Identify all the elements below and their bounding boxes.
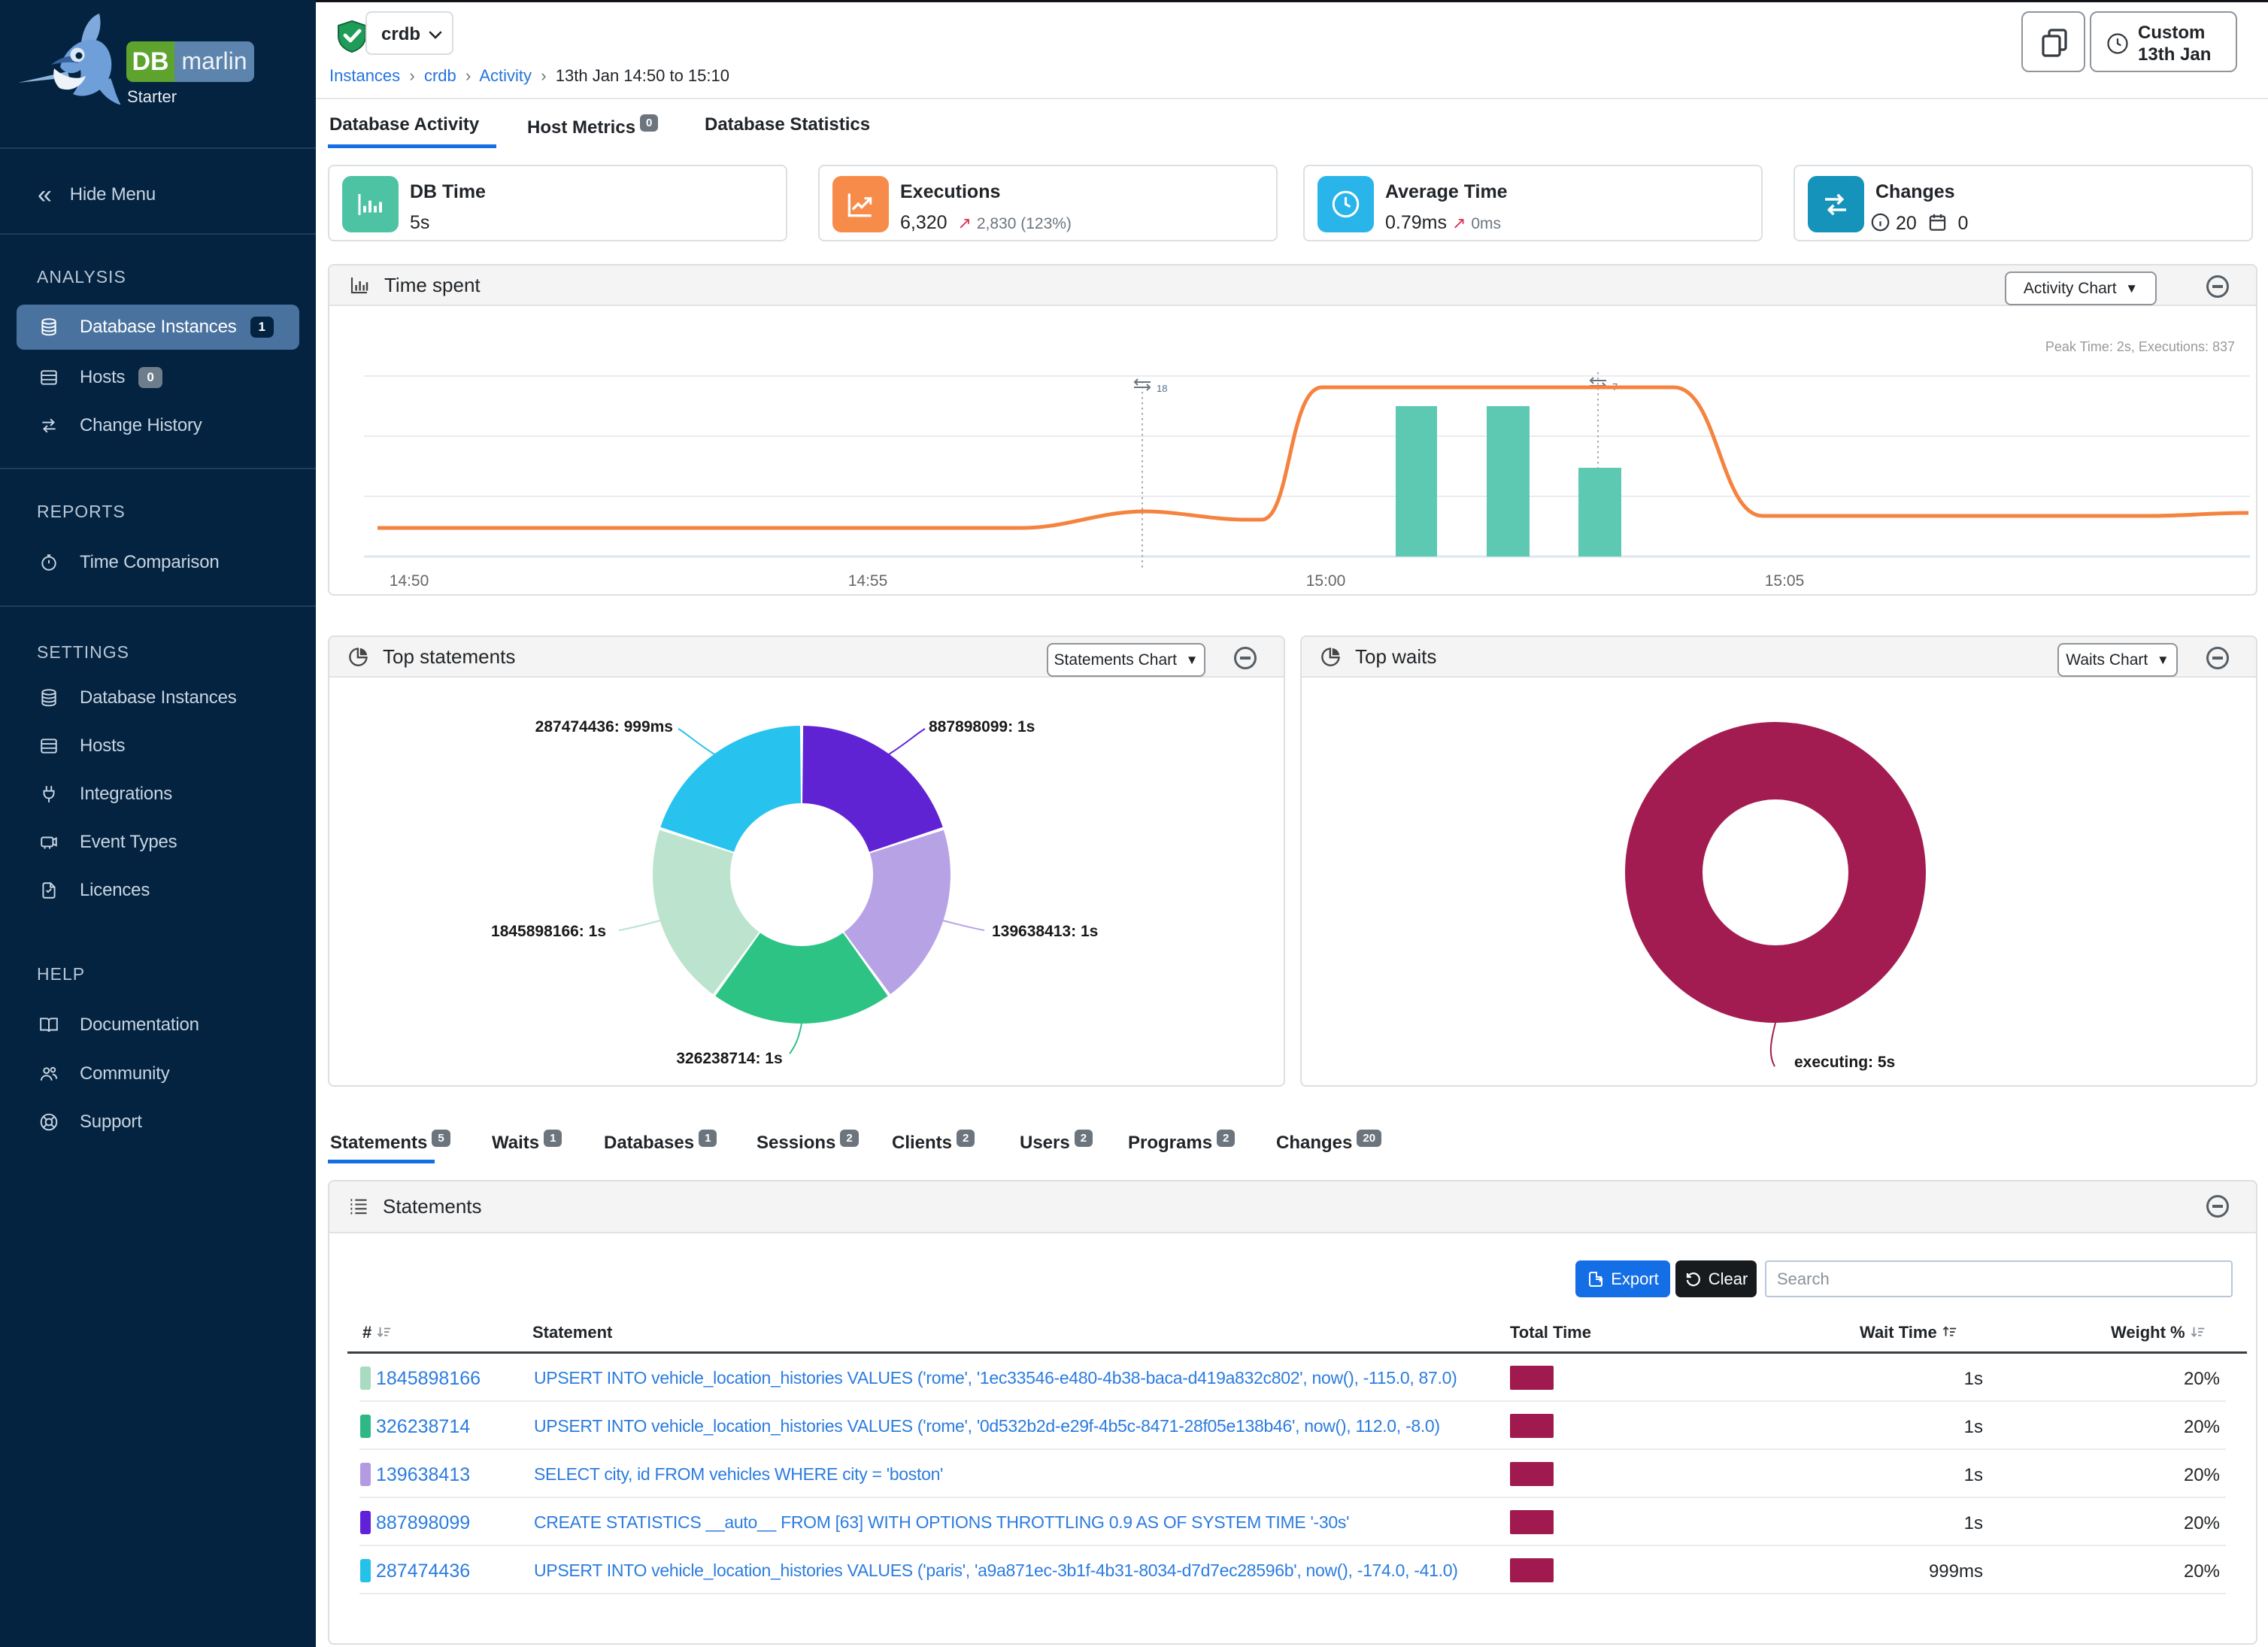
svg-text:139638413: 1s: 139638413: 1s xyxy=(992,923,1098,940)
svg-text:18: 18 xyxy=(1157,383,1167,394)
svg-text:15:00: 15:00 xyxy=(1306,572,1346,590)
svg-text:326238714: 1s: 326238714: 1s xyxy=(676,1050,782,1067)
svg-text:Peak Time: 2s, Executions: 837: Peak Time: 2s, Executions: 837 xyxy=(2045,339,2235,354)
svg-text:14:50: 14:50 xyxy=(390,572,429,590)
svg-text:executing: 5s: executing: 5s xyxy=(1794,1054,1895,1071)
svg-text:15:05: 15:05 xyxy=(1765,572,1805,590)
svg-text:1845898166: 1s: 1845898166: 1s xyxy=(491,923,606,940)
svg-text:14:55: 14:55 xyxy=(848,572,888,590)
svg-text:887898099: 1s: 887898099: 1s xyxy=(929,718,1035,736)
svg-text:287474436: 999ms: 287474436: 999ms xyxy=(535,718,673,736)
